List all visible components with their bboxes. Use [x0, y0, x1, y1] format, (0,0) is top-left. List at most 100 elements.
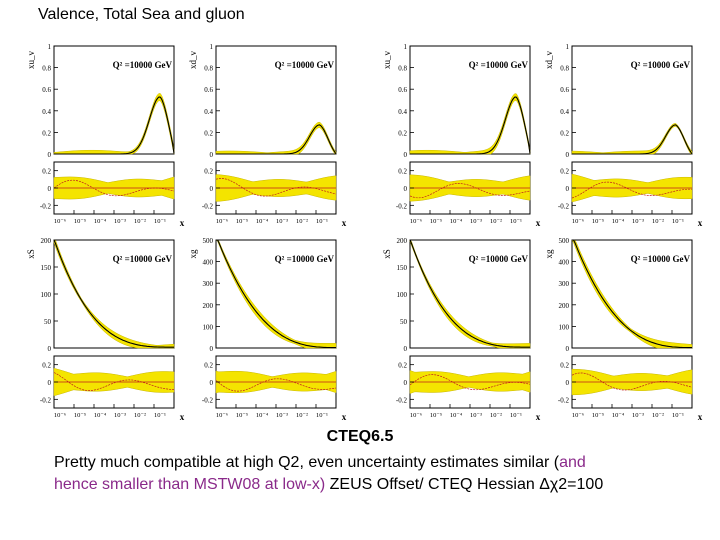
y-tick-label: 0.8 [204, 65, 213, 73]
y-tick-label: 0.8 [398, 65, 407, 73]
x-tick-label: 10⁻⁵ [236, 412, 248, 419]
y-tick-label: 0.2 [560, 129, 569, 137]
x-tick-label: 10⁻³ [276, 412, 288, 419]
caption-body: Pretty much compatible at high Q2, even … [54, 452, 694, 496]
x-tick-label: 10⁻⁴ [612, 218, 625, 225]
ratio-y-tick-label: -0.2 [40, 202, 52, 210]
y-tick-label: 150 [397, 264, 408, 272]
x-tick-label: 10⁻² [652, 218, 664, 225]
x-tick-label: 10⁻³ [470, 218, 482, 225]
y-tick-label: 0 [566, 151, 570, 159]
ratio-y-tick-label: -0.2 [396, 202, 408, 210]
y-tick-label: 0.2 [398, 129, 407, 137]
central-curve [53, 239, 174, 348]
ratio-curve [53, 372, 175, 391]
main-frame [53, 45, 175, 155]
x-tick-label: 10⁻⁶ [216, 218, 228, 225]
y-tick-label: 0.2 [204, 129, 213, 137]
x-tick-label: 10⁻¹ [154, 218, 166, 225]
y-tick-label: 0 [48, 151, 52, 159]
y-tick-label: 200 [41, 237, 52, 245]
y-axis-label: xd_v [188, 51, 198, 70]
x-tick-label: 10⁻⁵ [74, 218, 86, 225]
central-curve [216, 239, 336, 349]
ratio-curve [215, 378, 337, 392]
central-curve [410, 96, 531, 155]
main-frame [409, 45, 531, 155]
x-tick-label: 10⁻¹ [154, 412, 166, 419]
q2-annotation: Q² =10000 GeV [469, 254, 529, 264]
y-tick-label: 0 [404, 345, 408, 353]
ratio-y-tick-label: -0.2 [558, 396, 570, 404]
y-tick-label: 0 [210, 151, 214, 159]
x-tick-label: 10⁻² [134, 218, 146, 225]
y-tick-label: 150 [41, 264, 52, 272]
x-tick-label: 10⁻⁴ [94, 412, 107, 419]
x-tick-label: 10⁻³ [276, 218, 288, 225]
y-axis-label: xg [544, 249, 554, 259]
y-tick-label: 0 [404, 151, 408, 159]
caption-title: CTEQ6.5 [326, 428, 394, 445]
ratio-y-tick-label: 0 [404, 379, 408, 387]
slide-title: Valence, Total Sea and gluon [38, 6, 245, 23]
ratio-curve [571, 372, 693, 391]
x-tick-label: 10⁻⁵ [430, 412, 442, 419]
y-tick-label: 0 [48, 345, 52, 353]
y-tick-label: 100 [559, 323, 570, 331]
q2-annotation: Q² =10000 GeV [275, 254, 335, 264]
main-frame [409, 239, 531, 349]
y-tick-label: 200 [559, 302, 570, 310]
ratio-y-tick-label: 0 [566, 185, 570, 193]
ratio-y-tick-label: 0.2 [560, 362, 569, 370]
y-tick-label: 50 [44, 318, 52, 326]
y-tick-label: 0.6 [398, 86, 407, 94]
ratio-y-tick-label: 0.2 [398, 168, 407, 176]
ratio-curve [409, 374, 531, 391]
x-tick-label: 10⁻⁴ [256, 412, 269, 419]
caption-highlight: hence smaller than MSTW08 at low-x) [54, 476, 326, 493]
y-tick-label: 0.4 [560, 108, 569, 116]
ratio-y-tick-label: 0.2 [42, 362, 51, 370]
pdf-panel-uv: 0 0.2 0.4 0.6 0.8 1 xu_v Q² =10000 GeV -0.2 0 0.2 1… [382, 43, 541, 228]
y-tick-label: 200 [397, 237, 408, 245]
y-tick-label: 0.4 [398, 108, 407, 116]
x-tick-label: 10⁻² [490, 218, 502, 225]
y-tick-label: 0.8 [42, 65, 51, 73]
y-axis-label: xg [188, 249, 198, 259]
pdf-plot-grid-left: 0 0.2 0.4 0.6 0.8 1 xu_v Q² =10000 GeV -0.2 0 0.2 1… [26, 43, 347, 422]
q2-annotation: Q² =10000 GeV [113, 60, 173, 70]
ratio-curve [53, 179, 175, 197]
y-tick-label: 0.4 [42, 108, 51, 116]
ratio-y-tick-label: -0.2 [558, 202, 570, 210]
ratio-y-tick-label: -0.2 [202, 396, 214, 404]
y-tick-label: 100 [397, 291, 408, 299]
x-tick-label: 10⁻³ [632, 218, 644, 225]
ratio-curve [215, 178, 337, 197]
pdf-plot-grid-right: 0 0.2 0.4 0.6 0.8 1 xu_v Q² =10000 GeV -0.2 0 0.2 1… [382, 43, 703, 422]
x-tick-label: 10⁻⁶ [572, 218, 584, 225]
y-tick-label: 100 [203, 323, 214, 331]
central-curve [216, 124, 337, 155]
y-axis-label: xu_v [26, 51, 36, 70]
pdf-panel-dv: 0 0.2 0.4 0.6 0.8 1 xd_v Q² =10000 GeV -0.2 0 0.2 1… [188, 43, 347, 228]
caption-and: and [559, 454, 586, 471]
central-curve [54, 96, 175, 155]
uncertainty-band [571, 239, 693, 349]
x-tick-label: 10⁻¹ [316, 412, 328, 419]
y-tick-label: 100 [41, 291, 52, 299]
x-tick-label: 10⁻³ [114, 412, 126, 419]
x-axis-label: x [698, 412, 703, 422]
x-tick-label: 10⁻⁶ [54, 412, 66, 419]
y-tick-label: 300 [203, 280, 214, 288]
x-axis-label: x [342, 218, 347, 228]
x-tick-label: 10⁻² [490, 412, 502, 419]
x-tick-label: 10⁻⁶ [54, 218, 66, 225]
x-tick-label: 10⁻⁴ [94, 218, 107, 225]
central-curve [409, 239, 530, 348]
x-tick-label: 10⁻¹ [510, 218, 522, 225]
pdf-panel-dv: 0 0.2 0.4 0.6 0.8 1 xd_v Q² =10000 GeV -0.2 0 0.2 1… [544, 43, 703, 228]
ratio-y-tick-label: 0 [210, 185, 214, 193]
pdf-panel-gluon: 0 100 200 300 400 500 xg Q² =10000 GeV -0.2 0 0.2 1… [188, 237, 347, 422]
y-axis-label: xd_v [544, 51, 554, 70]
x-tick-label: 10⁻⁶ [410, 218, 422, 225]
